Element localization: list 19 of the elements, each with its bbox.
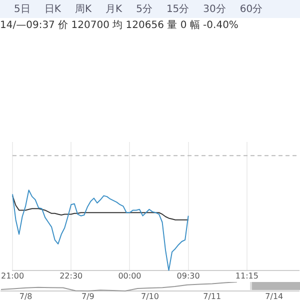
text: 5分	[136, 3, 152, 16]
x-tick-label: 21:00	[0, 271, 24, 280]
text: 30分	[203, 3, 226, 16]
x-tick-label: 11:15	[235, 271, 258, 280]
text: 周K	[74, 3, 92, 16]
text: 月K	[106, 3, 122, 16]
text: 日K	[44, 3, 61, 16]
x-tick-label: 00:00	[118, 271, 142, 280]
text: 60分	[240, 3, 263, 16]
x-tick-label: 7/10	[141, 292, 159, 300]
x-tick-label: 7/9	[81, 292, 94, 300]
text: 5日	[14, 3, 30, 16]
text: 15分	[166, 3, 190, 16]
x-tick-label: 7/14	[265, 292, 284, 300]
x-tick-label: 22:30	[60, 271, 83, 280]
chart-subtitle: 14/—09:37 价 120700 均 120656 量 0 幅 -0.40%	[0, 19, 240, 33]
x-tick-label: 7/11	[203, 292, 222, 300]
x-tick-label: 09:30	[176, 271, 200, 280]
x-tick-label: 7/8	[19, 292, 32, 300]
